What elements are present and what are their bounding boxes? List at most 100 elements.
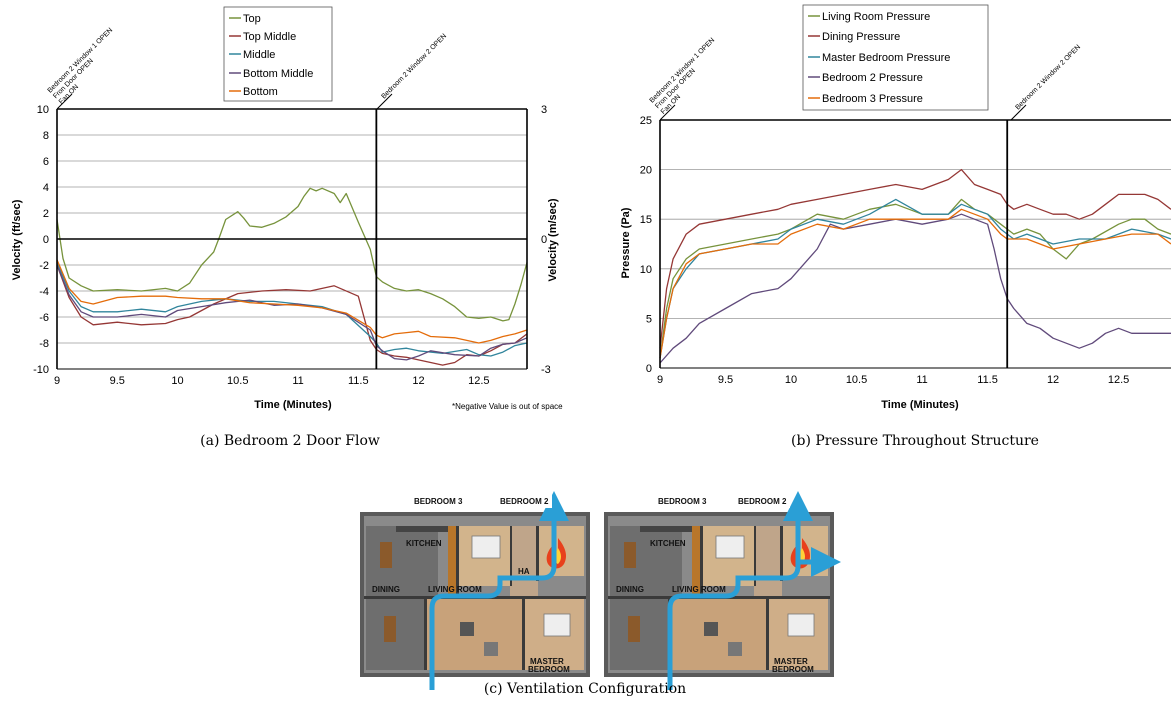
chart-a-annotation-left: Bedroom 2 Window 1 OPEN Fron Door OPEN F… bbox=[47, 27, 115, 106]
legend-label-bottom: Bottom bbox=[243, 86, 278, 98]
legend-item-living-room: Living Room Pressure bbox=[808, 11, 930, 23]
y-tick-label: 10 bbox=[640, 264, 652, 276]
legend-item-top: Top bbox=[229, 13, 261, 25]
series-line-living-room-pressure bbox=[659, 198, 1171, 359]
y2-tick-label: 0 bbox=[541, 234, 547, 246]
x-tick-label: 10 bbox=[171, 375, 183, 387]
y-tick-label: 15 bbox=[640, 214, 652, 226]
x-tick-label: 10 bbox=[785, 374, 797, 386]
label-tag-bedroom-3: BEDROOM 3 bbox=[410, 494, 472, 508]
chart-b-annotation-left-leader bbox=[659, 104, 676, 121]
y-tick-label: 4 bbox=[43, 182, 49, 194]
label-tag-bedroom-2: BEDROOM 2 bbox=[734, 494, 790, 508]
y-tick-label: 5 bbox=[646, 313, 652, 325]
chart-a-y2label: Velocity (m/sec) bbox=[547, 198, 559, 281]
y2-tick-label: 3 bbox=[541, 104, 547, 116]
chart-a-annotation-right-leader bbox=[376, 93, 393, 110]
label-tag-bedroom-2: BEDROOM 2 bbox=[496, 494, 552, 508]
legend-item-dining: Dining Pressure bbox=[808, 31, 900, 43]
legend-label-bottom-middle: Bottom Middle bbox=[243, 68, 313, 80]
legend-label-living-room: Living Room Pressure bbox=[822, 11, 930, 23]
legend-label-middle: Middle bbox=[243, 49, 275, 61]
y-tick-label: 20 bbox=[640, 165, 652, 177]
legend-item-master-bedroom: Master Bedroom Pressure bbox=[808, 52, 950, 64]
chart-a-annotation-left-line-1: Bedroom 2 Window 1 OPEN bbox=[47, 27, 115, 95]
chart-b-legend: Living Room Pressure Dining Pressure Mas… bbox=[802, 4, 989, 111]
room-label-bedroom-3: BEDROOM 3 bbox=[658, 497, 707, 506]
caption-c: (c) Ventilation Configuration bbox=[484, 681, 686, 697]
y-tick-label: 2 bbox=[43, 208, 49, 220]
chart-a-ylabel: Velocity (ft/sec) bbox=[11, 199, 23, 280]
y-tick-label: 25 bbox=[640, 115, 652, 127]
x-tick-label: 10.5 bbox=[846, 374, 867, 386]
label-tag-bedroom-3: BEDROOM 3 bbox=[654, 494, 716, 508]
legend-item-bedroom-2: Bedroom 2 Pressure bbox=[808, 72, 923, 84]
x-tick-label: 9 bbox=[54, 375, 60, 387]
chart-b-annotation-right: Bedroom 2 Window 2 OPEN bbox=[1014, 44, 1082, 112]
y-tick-label: -4 bbox=[39, 286, 49, 298]
legend-item-top-middle: Top Middle bbox=[229, 31, 296, 43]
legend-item-middle: Middle bbox=[229, 49, 275, 61]
room-label-master: MASTER bbox=[774, 657, 808, 666]
room-label-kitchen: KITCHEN bbox=[650, 539, 686, 548]
y-tick-label: 0 bbox=[646, 363, 652, 375]
chart-a-annotation-right: Bedroom 2 Window 2 OPEN bbox=[380, 33, 448, 101]
room-label-bedroom-2: BEDROOM 2 bbox=[738, 497, 787, 506]
chart-a-legend: Top Top Middle Middle Bottom Middle Bott… bbox=[223, 6, 333, 102]
legend-label-top-middle: Top Middle bbox=[243, 31, 296, 43]
legend-label-top: Top bbox=[243, 13, 261, 25]
chart-b-pressure: 25 20 15 10 5 09 9.5 10 10.5 11 11.5 12 12.5 Time (M… bbox=[620, 4, 1171, 411]
floorplan-right: KITCHEN DINING LIVING ROOM MASTER BEDROO… bbox=[603, 491, 841, 690]
x-tick-label: 12 bbox=[412, 375, 424, 387]
series-line-dining-pressure bbox=[659, 168, 1171, 349]
series-line-bottom-middle bbox=[56, 264, 528, 361]
chart-a-annotation-right-text: Bedroom 2 Window 2 OPEN bbox=[380, 33, 448, 101]
y-tick-label: 8 bbox=[43, 130, 49, 142]
chart-b-ylabel: Pressure (Pa) bbox=[620, 207, 632, 278]
x-tick-label: 9 bbox=[657, 374, 663, 386]
room-label-dining: DINING bbox=[372, 585, 400, 594]
x-tick-label: 11.5 bbox=[348, 375, 369, 387]
x-tick-label: 9.5 bbox=[718, 374, 733, 386]
chart-b-annotation-right-text: Bedroom 2 Window 2 OPEN bbox=[1014, 44, 1082, 112]
y2-tick-label: -3 bbox=[541, 364, 551, 376]
room-label-bedroom-2: BEDROOM 2 bbox=[500, 497, 549, 506]
series-line-top-middle bbox=[56, 264, 528, 366]
chart-b-xlabel: Time (Minutes) bbox=[881, 399, 959, 411]
chart-b-annotation-right-leader bbox=[1010, 104, 1027, 121]
legend-item-bottom: Bottom bbox=[229, 86, 278, 98]
caption-b: (b) Pressure Throughout Structure bbox=[791, 433, 1039, 449]
chart-a-xlabel: Time (Minutes) bbox=[254, 399, 332, 411]
legend-item-bedroom-3: Bedroom 3 Pressure bbox=[808, 93, 923, 105]
x-tick-label: 11.5 bbox=[977, 374, 998, 386]
room-label-bedroom: BEDROOM bbox=[772, 665, 814, 674]
x-tick-label: 12.5 bbox=[468, 375, 489, 387]
airflow-arrow bbox=[429, 491, 569, 690]
caption-a: (a) Bedroom 2 Door Flow bbox=[200, 433, 380, 449]
room-label-master: MASTER bbox=[530, 657, 564, 666]
x-tick-label: 12.5 bbox=[1108, 374, 1129, 386]
x-tick-label: 12 bbox=[1047, 374, 1059, 386]
chart-a-velocity: 10 8 6 4 2 0 -2 -4 -6 -8 -10 9 9.5 10 10.5 11 11.5 12 12.5… bbox=[11, 6, 563, 411]
x-tick-label: 11 bbox=[916, 374, 927, 386]
chart-a-annotation-left-leader bbox=[56, 93, 73, 110]
legend-label-bedroom-2: Bedroom 2 Pressure bbox=[822, 72, 923, 84]
y-tick-label: -8 bbox=[39, 338, 49, 350]
legend-label-dining: Dining Pressure bbox=[822, 31, 900, 43]
series-line-bottom bbox=[56, 259, 528, 344]
legend-item-bottom-middle: Bottom Middle bbox=[229, 68, 313, 80]
series-line-bedroom-3-pressure bbox=[659, 208, 1171, 359]
y-tick-label: 10 bbox=[37, 104, 49, 116]
y-tick-label: 0 bbox=[43, 234, 49, 246]
chart-b-annotation-left: Bedroom 2 Window 1 OPEN Fron Door OPEN F… bbox=[649, 37, 717, 116]
x-tick-label: 9.5 bbox=[110, 375, 125, 387]
chart-a-footnote: *Negative Value is out of space bbox=[452, 402, 563, 411]
room-label-bedroom: BEDROOM bbox=[528, 665, 570, 674]
series-line-middle bbox=[56, 262, 528, 357]
legend-label-bedroom-3: Bedroom 3 Pressure bbox=[822, 93, 923, 105]
chart-b-annotation-left-line-1: Bedroom 2 Window 1 OPEN bbox=[649, 37, 717, 105]
series-line-top bbox=[56, 187, 528, 322]
floorplan-left: KITCHEN DINING LIVING ROOM MASTER BEDROO… bbox=[359, 491, 591, 690]
room-label-dining: DINING bbox=[616, 585, 644, 594]
